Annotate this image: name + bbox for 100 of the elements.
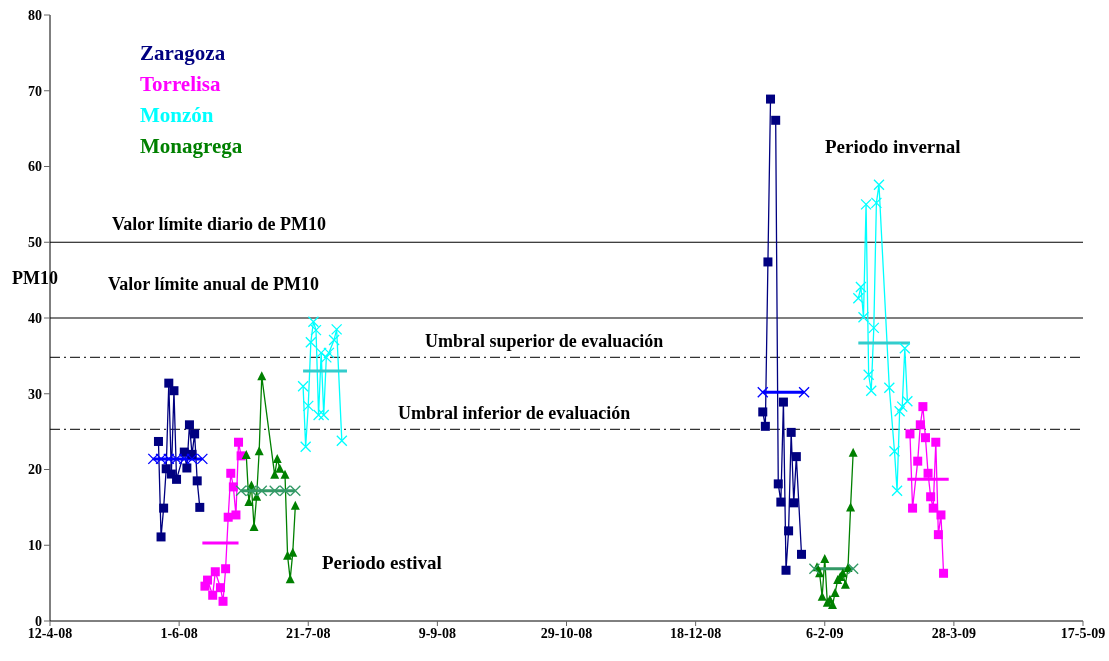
point xyxy=(789,498,799,508)
x-tick-label: 21-7-08 xyxy=(286,625,331,641)
point xyxy=(923,468,933,478)
x-tick-label: 9-9-08 xyxy=(418,625,457,641)
point xyxy=(305,336,317,348)
point xyxy=(215,583,225,593)
point xyxy=(893,405,906,417)
y-tick-label: 50 xyxy=(28,235,42,251)
y-tick-label: 70 xyxy=(28,83,42,99)
point xyxy=(848,447,858,457)
point xyxy=(328,334,340,346)
ref-line-label: Valor límite anual de PM10 xyxy=(108,274,319,295)
point xyxy=(771,115,781,125)
x-tick-label: 28-3-09 xyxy=(931,625,977,641)
point xyxy=(863,369,875,381)
point xyxy=(234,437,244,447)
annotation: Periodo estival xyxy=(322,552,442,574)
point xyxy=(901,395,914,407)
point xyxy=(221,564,231,574)
point xyxy=(164,378,174,388)
point xyxy=(331,323,343,336)
point xyxy=(784,526,794,536)
point xyxy=(918,402,928,412)
point xyxy=(928,503,938,513)
point xyxy=(307,316,320,328)
point xyxy=(203,575,213,585)
point xyxy=(159,503,169,513)
x-tick-label: 1-6-08 xyxy=(160,625,198,641)
point xyxy=(226,468,236,478)
point xyxy=(939,568,949,578)
point xyxy=(272,453,282,463)
point xyxy=(318,409,330,421)
x-tick-label: 17-5-09 xyxy=(1060,625,1106,641)
point xyxy=(847,563,859,575)
point xyxy=(275,463,285,473)
y-tick-label: 10 xyxy=(28,538,42,554)
y-tick-label: 60 xyxy=(28,159,42,175)
x-tick-label: 18-12-08 xyxy=(669,625,722,641)
point xyxy=(300,441,312,453)
point xyxy=(208,590,218,600)
annotation: Periodo invernal xyxy=(825,136,961,158)
point xyxy=(828,600,837,610)
y-tick-label: 80 xyxy=(28,7,42,23)
point xyxy=(808,563,821,575)
point xyxy=(297,380,309,392)
point xyxy=(288,547,298,557)
y-tick-label: 20 xyxy=(28,462,42,478)
ref-line-label: Umbral inferior de evaluación xyxy=(398,403,631,425)
point xyxy=(302,400,314,412)
point xyxy=(190,429,200,439)
point xyxy=(873,179,885,191)
point xyxy=(933,530,943,540)
point xyxy=(913,456,923,466)
point xyxy=(249,522,259,532)
point xyxy=(195,502,205,512)
point xyxy=(868,322,880,334)
point xyxy=(758,407,768,417)
point xyxy=(778,397,788,407)
point xyxy=(773,479,783,489)
point xyxy=(786,427,796,437)
point xyxy=(905,429,915,439)
point xyxy=(855,281,867,293)
point xyxy=(926,492,936,502)
point xyxy=(852,292,864,304)
point xyxy=(184,420,194,430)
point xyxy=(290,500,300,510)
point xyxy=(781,565,791,575)
point xyxy=(218,596,228,606)
point xyxy=(899,342,911,354)
point xyxy=(891,485,903,497)
point xyxy=(915,420,925,430)
point xyxy=(228,482,238,492)
text: Monagrega xyxy=(140,133,243,160)
point xyxy=(156,532,166,542)
point xyxy=(312,409,325,421)
point xyxy=(931,437,941,447)
point xyxy=(210,567,220,577)
point xyxy=(766,94,776,104)
point xyxy=(757,386,769,398)
point xyxy=(791,452,801,462)
point xyxy=(830,587,840,597)
point xyxy=(283,550,293,560)
point xyxy=(865,385,877,397)
point xyxy=(888,445,901,457)
y-tick-label: 30 xyxy=(28,386,42,402)
point xyxy=(280,469,290,479)
point xyxy=(172,474,182,484)
point xyxy=(231,510,241,520)
point xyxy=(797,549,807,559)
x-tick-label: 6-2-09 xyxy=(806,625,844,641)
point xyxy=(153,436,163,446)
point xyxy=(192,476,202,486)
ref-line-label: Umbral superior de evaluación xyxy=(425,331,664,353)
point xyxy=(182,463,192,473)
x-tick-label: 29-10-08 xyxy=(540,625,593,641)
point xyxy=(763,257,773,267)
point xyxy=(908,503,918,513)
y-tick-label: 40 xyxy=(28,310,42,326)
point xyxy=(169,386,179,396)
point xyxy=(840,579,850,589)
